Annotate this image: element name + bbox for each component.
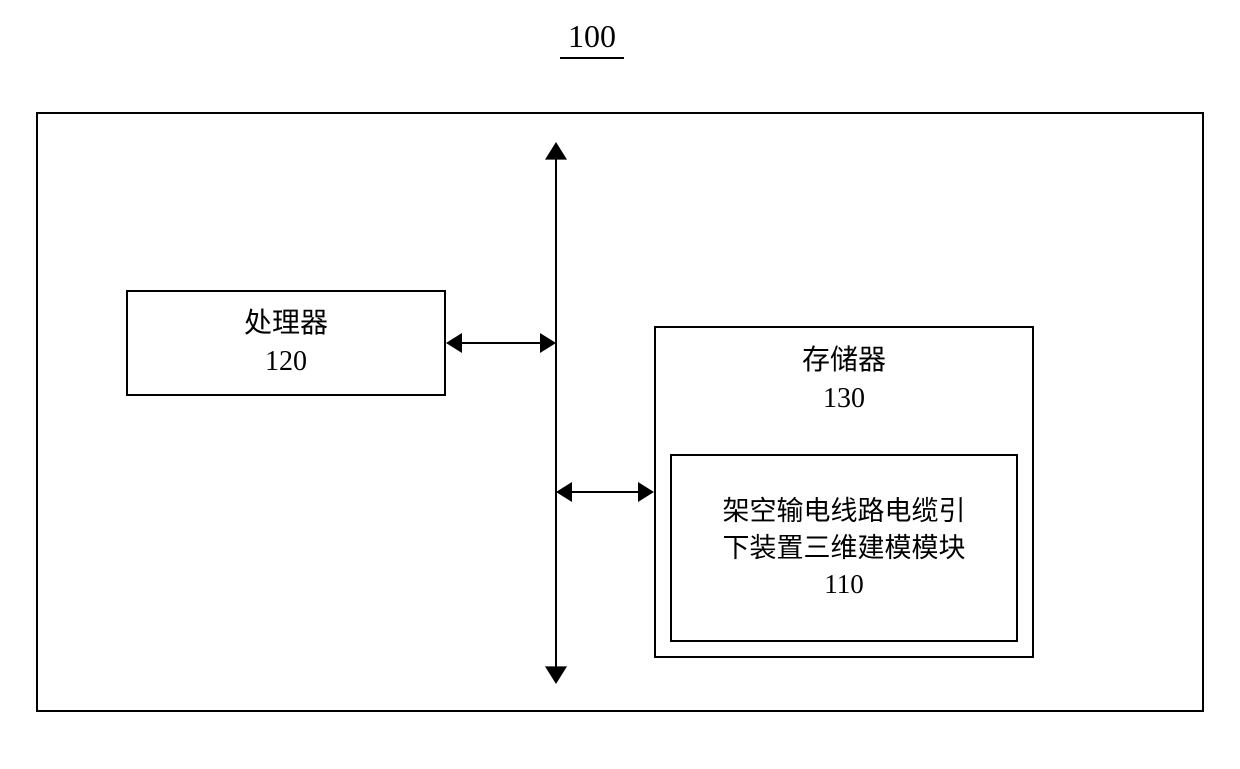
processor-label: 处理器 [244, 305, 328, 343]
diagram-title-text: 100 [560, 18, 624, 55]
memory-number: 130 [823, 380, 865, 418]
memory-label: 存储器 [802, 342, 886, 380]
module-number: 110 [824, 566, 864, 602]
module-label-line1: 架空输电线路电缆引 [723, 493, 966, 529]
module-label-line2: 下装置三维建模模块 [723, 530, 966, 566]
processor-box: 处理器 120 [126, 290, 446, 396]
module-box: 架空输电线路电缆引 下装置三维建模模块 110 [670, 454, 1018, 642]
processor-number: 120 [265, 343, 307, 381]
diagram-canvas: 100 处理器 120 存储器 130 架空输电线路电缆引 下装置三维建模模块 … [0, 0, 1240, 769]
diagram-title-underline [560, 57, 624, 59]
diagram-title: 100 [560, 18, 624, 59]
